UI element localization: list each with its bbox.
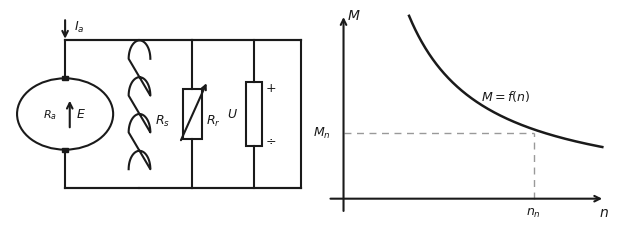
Text: $R_a$: $R_a$ (43, 108, 56, 121)
Text: $n_n$: $n_n$ (526, 206, 541, 219)
Text: $M$: $M$ (347, 9, 361, 23)
Text: $E$: $E$ (76, 108, 86, 121)
FancyBboxPatch shape (62, 148, 68, 152)
FancyBboxPatch shape (62, 77, 68, 81)
Text: $R_r$: $R_r$ (206, 114, 221, 129)
Text: $n$: $n$ (599, 205, 609, 219)
Text: $R_s$: $R_s$ (155, 114, 170, 129)
Text: $M = f(n)$: $M = f(n)$ (481, 88, 530, 103)
Bar (246, 82, 262, 147)
Text: $U$: $U$ (227, 108, 238, 121)
Text: $M_n$: $M_n$ (312, 126, 330, 141)
Text: $I_a$: $I_a$ (74, 20, 85, 35)
Text: $+$: $+$ (265, 82, 277, 95)
Bar (183, 89, 202, 140)
Text: $\div$: $\div$ (265, 133, 277, 146)
